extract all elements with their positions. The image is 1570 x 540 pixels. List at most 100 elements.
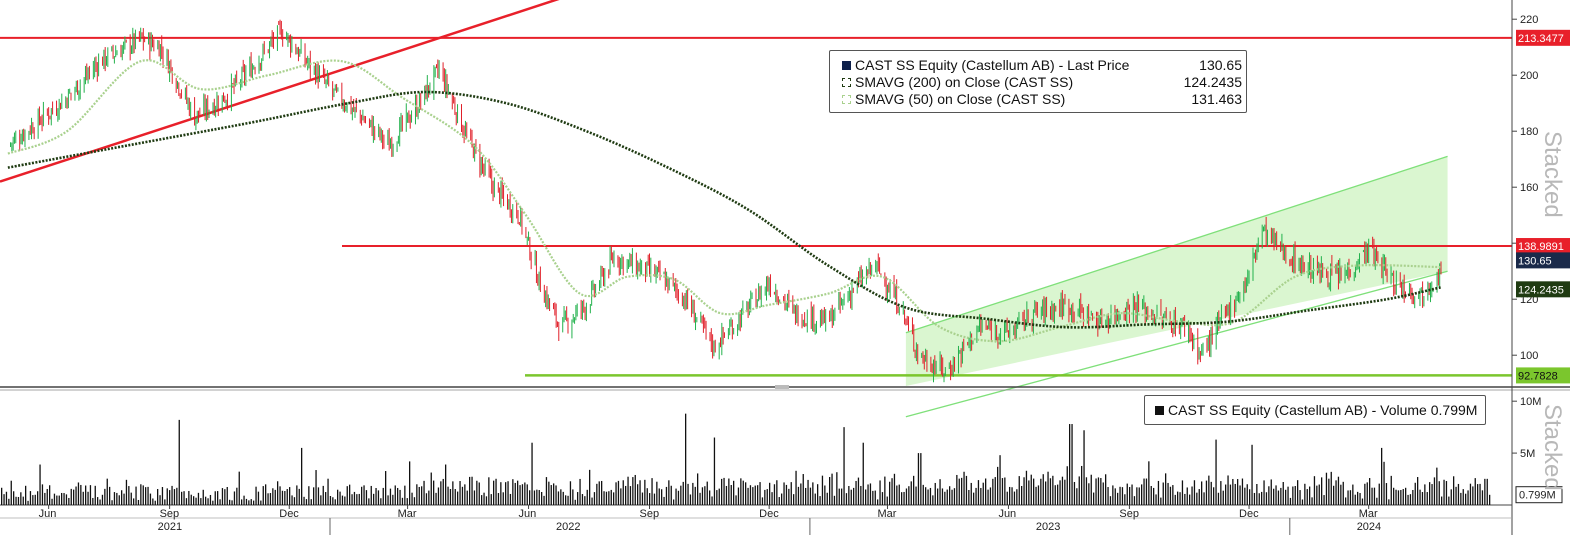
volume-bar <box>541 491 543 505</box>
x-year-label: 2024 <box>1357 521 1381 533</box>
volume-bar <box>495 478 497 505</box>
volume-bar <box>370 485 372 505</box>
volume-bar <box>1325 472 1328 505</box>
volume-bar <box>493 480 495 505</box>
x-tick-label: Jun <box>39 508 57 520</box>
volume-bar <box>317 487 320 505</box>
volume-bar <box>605 491 608 505</box>
volume-bar <box>291 495 293 505</box>
volume-bar <box>1409 494 1412 505</box>
volume-bar <box>41 484 44 505</box>
price-legend[interactable]: CAST SS Equity (Castellum AB) - Last Pri… <box>829 50 1247 113</box>
volume-bar <box>538 490 540 505</box>
volume-bar <box>452 481 454 505</box>
volume-bar <box>1220 481 1222 505</box>
volume-bar <box>615 482 617 505</box>
volume-bar <box>85 485 87 505</box>
volume-bar <box>1112 485 1114 505</box>
volume-bar <box>785 484 788 505</box>
volume-bar <box>721 478 723 505</box>
volume-bar <box>202 489 204 505</box>
volume-bar <box>1006 491 1008 505</box>
volume-bar <box>668 480 670 505</box>
volume-bar <box>32 495 34 505</box>
volume-bar <box>1426 492 1428 505</box>
y-tick-label: 180 <box>1520 126 1538 138</box>
volume-bar <box>238 471 240 505</box>
volume-bar <box>277 481 279 505</box>
volume-bar <box>1073 481 1076 505</box>
volume-legend[interactable]: CAST SS Equity (Castellum AB) - Volume 0… <box>1144 395 1487 425</box>
volume-bar <box>733 480 735 505</box>
volume-bar <box>745 482 747 505</box>
volume-bar <box>123 493 125 505</box>
volume-bar <box>795 470 797 505</box>
volume-bar <box>697 473 699 505</box>
volume-bar <box>749 485 752 505</box>
x-tick-label: Sep <box>1119 508 1139 520</box>
volume-bar <box>579 478 581 505</box>
volume-bar <box>951 489 953 505</box>
volume-bar <box>145 487 147 505</box>
volume-bar <box>337 489 339 505</box>
volume-bar <box>893 473 896 505</box>
volume-bar <box>490 494 492 505</box>
volume-bar <box>809 487 812 505</box>
volume-bar <box>973 492 975 505</box>
volume-bar <box>824 485 826 505</box>
volume-bar <box>1155 494 1157 505</box>
y-tick-label: 100 <box>1520 350 1538 362</box>
volume-bar <box>1232 478 1234 505</box>
volume-bar <box>1318 484 1320 505</box>
volume-bar <box>833 495 836 505</box>
volume-bar <box>1263 480 1265 505</box>
volume-bar <box>73 489 75 505</box>
volume-bar <box>229 499 231 505</box>
volume-bar <box>1388 499 1390 505</box>
volume-bar <box>1121 487 1124 505</box>
volume-bar <box>1131 484 1133 505</box>
volume-bar <box>1397 490 1400 505</box>
volume-bar <box>874 490 876 505</box>
volume-bar <box>1453 476 1455 505</box>
volume-bar <box>1181 480 1184 505</box>
volume-bar <box>358 493 360 505</box>
volume-bar <box>466 490 468 505</box>
volume-bar <box>1097 477 1100 505</box>
volume-bar <box>214 491 216 505</box>
volume-bar <box>1345 497 1347 505</box>
volume-bar <box>1004 477 1006 505</box>
volume-bar <box>1385 483 1388 505</box>
volume-bar <box>1028 480 1030 505</box>
volume-bar <box>53 493 56 505</box>
volume-bar <box>1117 492 1119 505</box>
volume-bar <box>1330 471 1332 505</box>
volume-bar <box>773 484 776 505</box>
volume-bar <box>140 484 142 505</box>
volume-bar <box>58 495 60 505</box>
volume-bar <box>574 499 576 505</box>
volume-bar <box>454 489 456 505</box>
volume-bar <box>985 478 987 505</box>
volume-bar <box>1273 488 1275 505</box>
volume-bar <box>1275 485 1277 505</box>
volume-bar <box>173 489 176 505</box>
stacked-label-volume: Stacked <box>1539 404 1566 491</box>
volume-bar <box>771 492 773 505</box>
reference-value-label: 213.3477 <box>1518 33 1564 45</box>
volume-bar <box>970 482 972 505</box>
volume-bar <box>1191 486 1193 505</box>
volume-bar <box>375 487 377 505</box>
volume-bar <box>248 500 250 505</box>
volume-bar <box>1246 484 1248 505</box>
volume-bar <box>68 497 70 505</box>
volume-bar <box>1205 480 1208 505</box>
volume-bar <box>776 480 778 505</box>
last-price-label: 130.65 <box>1518 255 1552 267</box>
volume-bar <box>394 485 396 505</box>
volume-bar <box>113 492 116 505</box>
volume-bar <box>164 499 166 505</box>
volume-bar <box>1400 490 1402 505</box>
volume-bar <box>879 480 881 505</box>
last-price-tag <box>1516 252 1570 269</box>
